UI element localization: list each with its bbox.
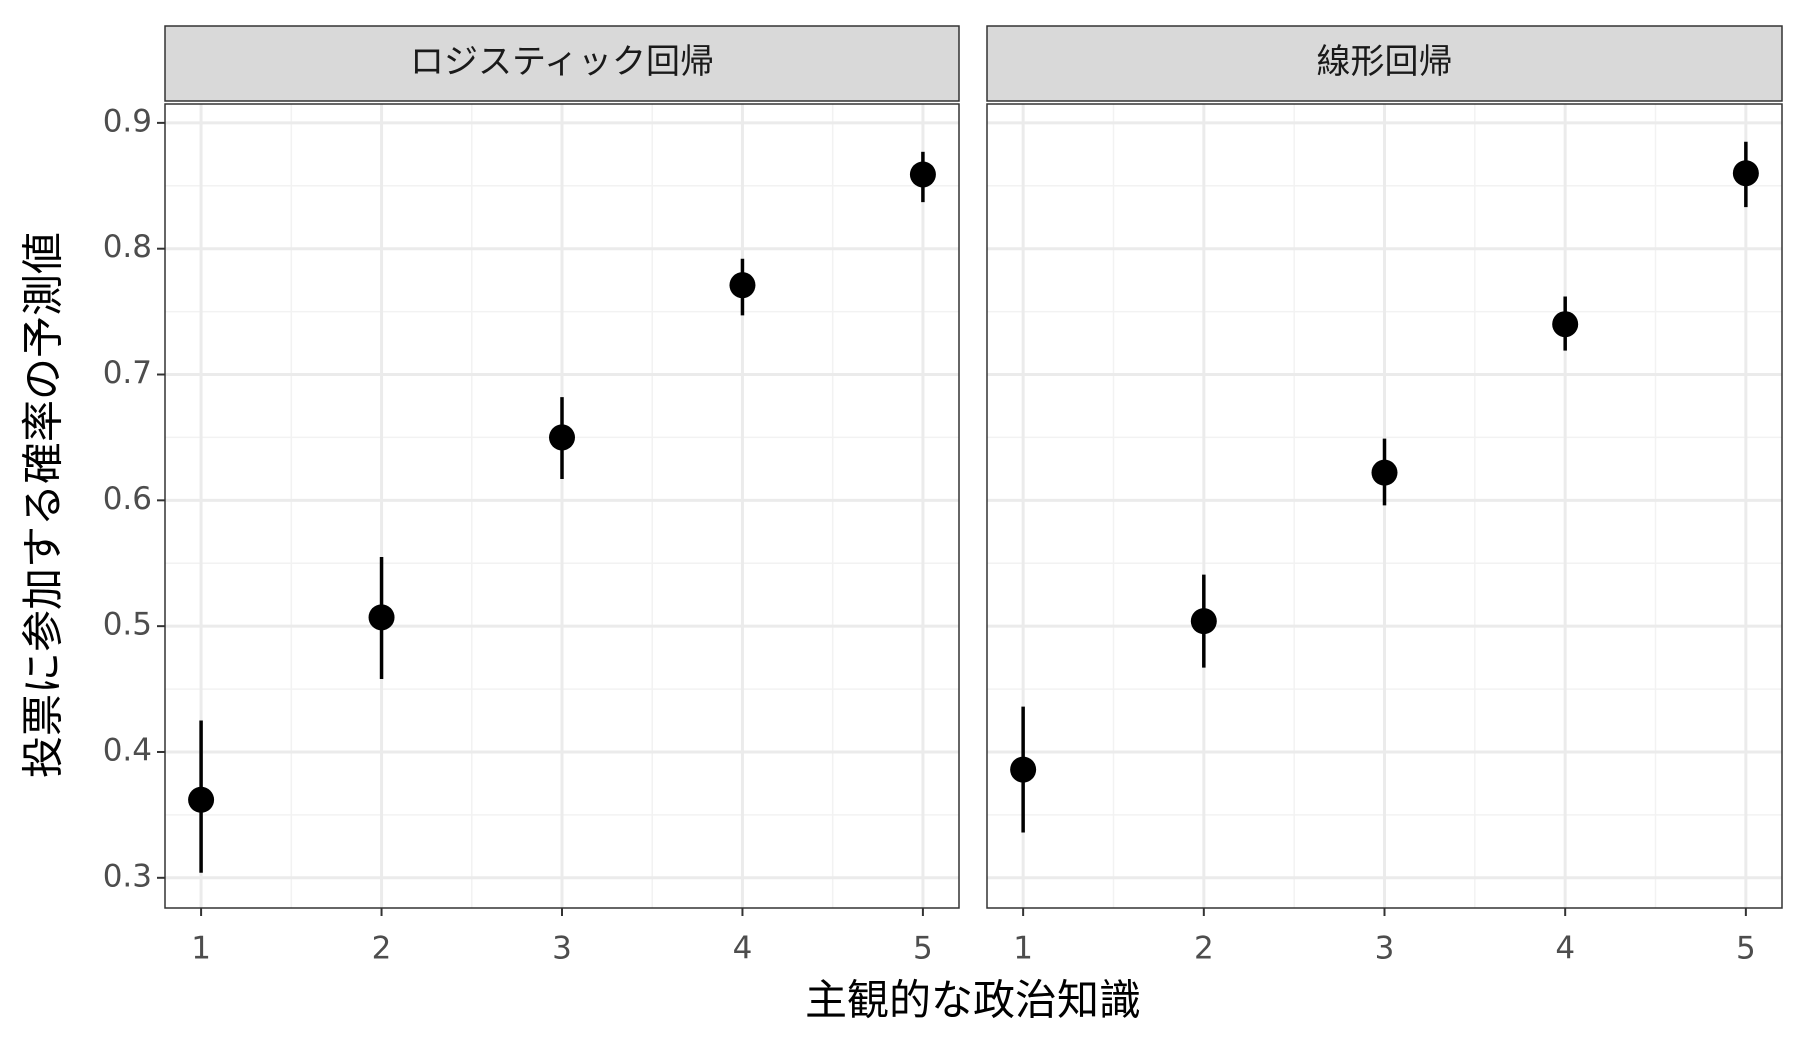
panel-border: [986, 103, 1783, 909]
point: [729, 272, 756, 299]
y-tick-label: 0.7: [103, 355, 152, 391]
point: [1190, 608, 1217, 635]
point: [188, 786, 215, 813]
x-tick-label: 2: [372, 931, 392, 967]
y-tick-label: 0.3: [103, 858, 152, 894]
x-tick-label: 3: [1375, 931, 1395, 967]
strip: [164, 25, 960, 102]
x-tick-label: 5: [1736, 931, 1756, 967]
y-tick-label: 0.8: [103, 229, 152, 265]
x-tick-label: 2: [1194, 931, 1214, 967]
point: [1371, 459, 1398, 486]
panel-title: ロジスティック回帰: [410, 42, 714, 82]
point: [909, 161, 936, 188]
point: [1732, 160, 1759, 187]
x-tick-label: 3: [552, 931, 572, 967]
y-tick-label: 0.4: [103, 732, 152, 768]
panel-border: [164, 103, 960, 909]
x-tick-label: 1: [1013, 931, 1033, 967]
point: [368, 604, 395, 631]
x-tick-label: 1: [191, 931, 211, 967]
x-tick-label: 5: [913, 931, 933, 967]
y-tick-label: 0.9: [103, 103, 152, 139]
point: [1552, 311, 1579, 338]
y-tick-label: 0.6: [103, 481, 152, 517]
x-tick-label: 4: [733, 931, 753, 967]
point: [1010, 756, 1037, 783]
strip: [986, 25, 1783, 102]
panel-title: 線形回帰: [1317, 42, 1453, 82]
x-axis-label: 主観的な政治知識: [805, 976, 1141, 1025]
y-tick-label: 0.5: [103, 607, 152, 643]
point: [549, 424, 575, 451]
x-tick-label: 4: [1555, 931, 1575, 967]
y-axis-label: 投票に参加する確率の予測値: [19, 232, 68, 778]
